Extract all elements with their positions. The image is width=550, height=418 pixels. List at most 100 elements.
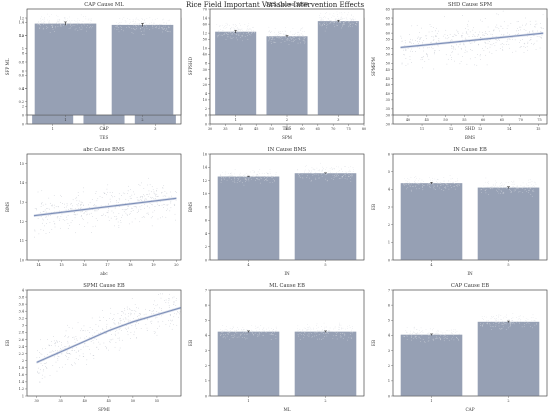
sample-point	[140, 182, 142, 184]
sample-point	[241, 36, 243, 37]
sample-point	[265, 179, 266, 180]
sample-point	[81, 211, 83, 212]
sample-point	[166, 30, 168, 32]
sample-point	[173, 203, 175, 205]
sample-point	[415, 183, 417, 184]
sample-point	[442, 332, 444, 334]
sample-point	[324, 174, 326, 176]
sample-point	[435, 35, 437, 37]
sample-point	[422, 50, 424, 52]
sample-point	[349, 169, 351, 171]
x-tick-label: 30	[208, 127, 212, 131]
sample-point	[92, 355, 94, 356]
sample-point	[326, 331, 328, 333]
sample-point	[531, 320, 533, 321]
sample-point	[490, 33, 492, 35]
sample-point	[303, 34, 304, 36]
sample-point	[347, 327, 348, 329]
sample-point	[527, 32, 529, 34]
sample-point	[505, 182, 507, 183]
sample-point	[316, 331, 318, 333]
sample-point	[444, 331, 446, 333]
sample-point	[91, 232, 92, 234]
sample-point	[253, 31, 255, 33]
sample-point	[435, 30, 436, 32]
sample-point	[43, 363, 45, 364]
sample-point	[443, 184, 445, 186]
sample-point	[222, 35, 223, 37]
sample-point	[173, 304, 175, 305]
sample-point	[169, 298, 170, 300]
sample-point	[279, 35, 281, 37]
sample-point	[518, 191, 520, 193]
sample-point	[343, 23, 345, 25]
sample-point	[227, 332, 228, 334]
sample-point	[267, 173, 269, 175]
sample-point	[268, 36, 269, 38]
sample-point	[64, 363, 66, 365]
sample-point	[234, 330, 236, 332]
sample-point	[437, 332, 439, 334]
sample-point	[144, 207, 145, 209]
sample-point	[300, 29, 302, 31]
sample-point	[516, 187, 518, 189]
sample-point	[430, 42, 432, 43]
sample-point	[70, 353, 72, 355]
sample-point	[136, 17, 137, 19]
sample-point	[242, 34, 243, 36]
sample-point	[309, 171, 310, 173]
sample-point	[344, 173, 345, 175]
sample-point	[113, 318, 114, 320]
sample-point	[166, 22, 167, 24]
sample-point	[338, 178, 340, 179]
sample-point	[326, 27, 327, 29]
sample-point	[64, 203, 65, 205]
sample-point	[151, 186, 153, 188]
sample-point	[446, 329, 447, 331]
y-tick-label: 2	[22, 359, 24, 363]
sample-point	[102, 215, 104, 216]
sample-point	[434, 52, 435, 53]
sample-point	[142, 27, 143, 29]
sample-point	[461, 48, 462, 50]
sample-point	[131, 194, 133, 196]
sample-point	[65, 209, 67, 211]
sample-point	[154, 300, 156, 302]
y-axis-label: BMS	[5, 202, 10, 212]
sample-point	[329, 329, 331, 331]
sample-point	[532, 190, 533, 192]
sample-point	[142, 34, 143, 35]
sample-point	[506, 44, 507, 45]
sample-point	[226, 179, 228, 181]
sample-point	[491, 316, 493, 318]
sample-point	[225, 337, 226, 339]
y-tick-label: 1	[22, 47, 24, 51]
sample-point	[415, 333, 417, 335]
sample-point	[346, 19, 348, 20]
sample-point	[57, 25, 59, 27]
sample-point	[121, 217, 122, 218]
sample-point	[66, 203, 68, 204]
sample-point	[269, 171, 271, 173]
sample-point	[71, 23, 73, 25]
sample-point	[528, 323, 530, 324]
sample-point	[453, 47, 455, 49]
sample-point	[238, 28, 239, 30]
sample-point	[321, 18, 323, 20]
sample-point	[473, 41, 475, 43]
sample-point	[67, 228, 69, 229]
sample-point	[67, 337, 69, 339]
sample-point	[322, 169, 324, 171]
sample-point	[138, 25, 139, 26]
sample-point	[236, 27, 238, 28]
sample-point	[139, 206, 141, 208]
sample-point	[423, 40, 425, 41]
sample-point	[222, 336, 224, 337]
sample-point	[246, 29, 248, 31]
sample-point	[238, 30, 240, 31]
sample-point	[314, 331, 316, 333]
sample-point	[342, 24, 344, 25]
sample-point	[480, 189, 482, 191]
sample-point	[95, 225, 96, 227]
y-axis-label: EB	[5, 340, 10, 346]
